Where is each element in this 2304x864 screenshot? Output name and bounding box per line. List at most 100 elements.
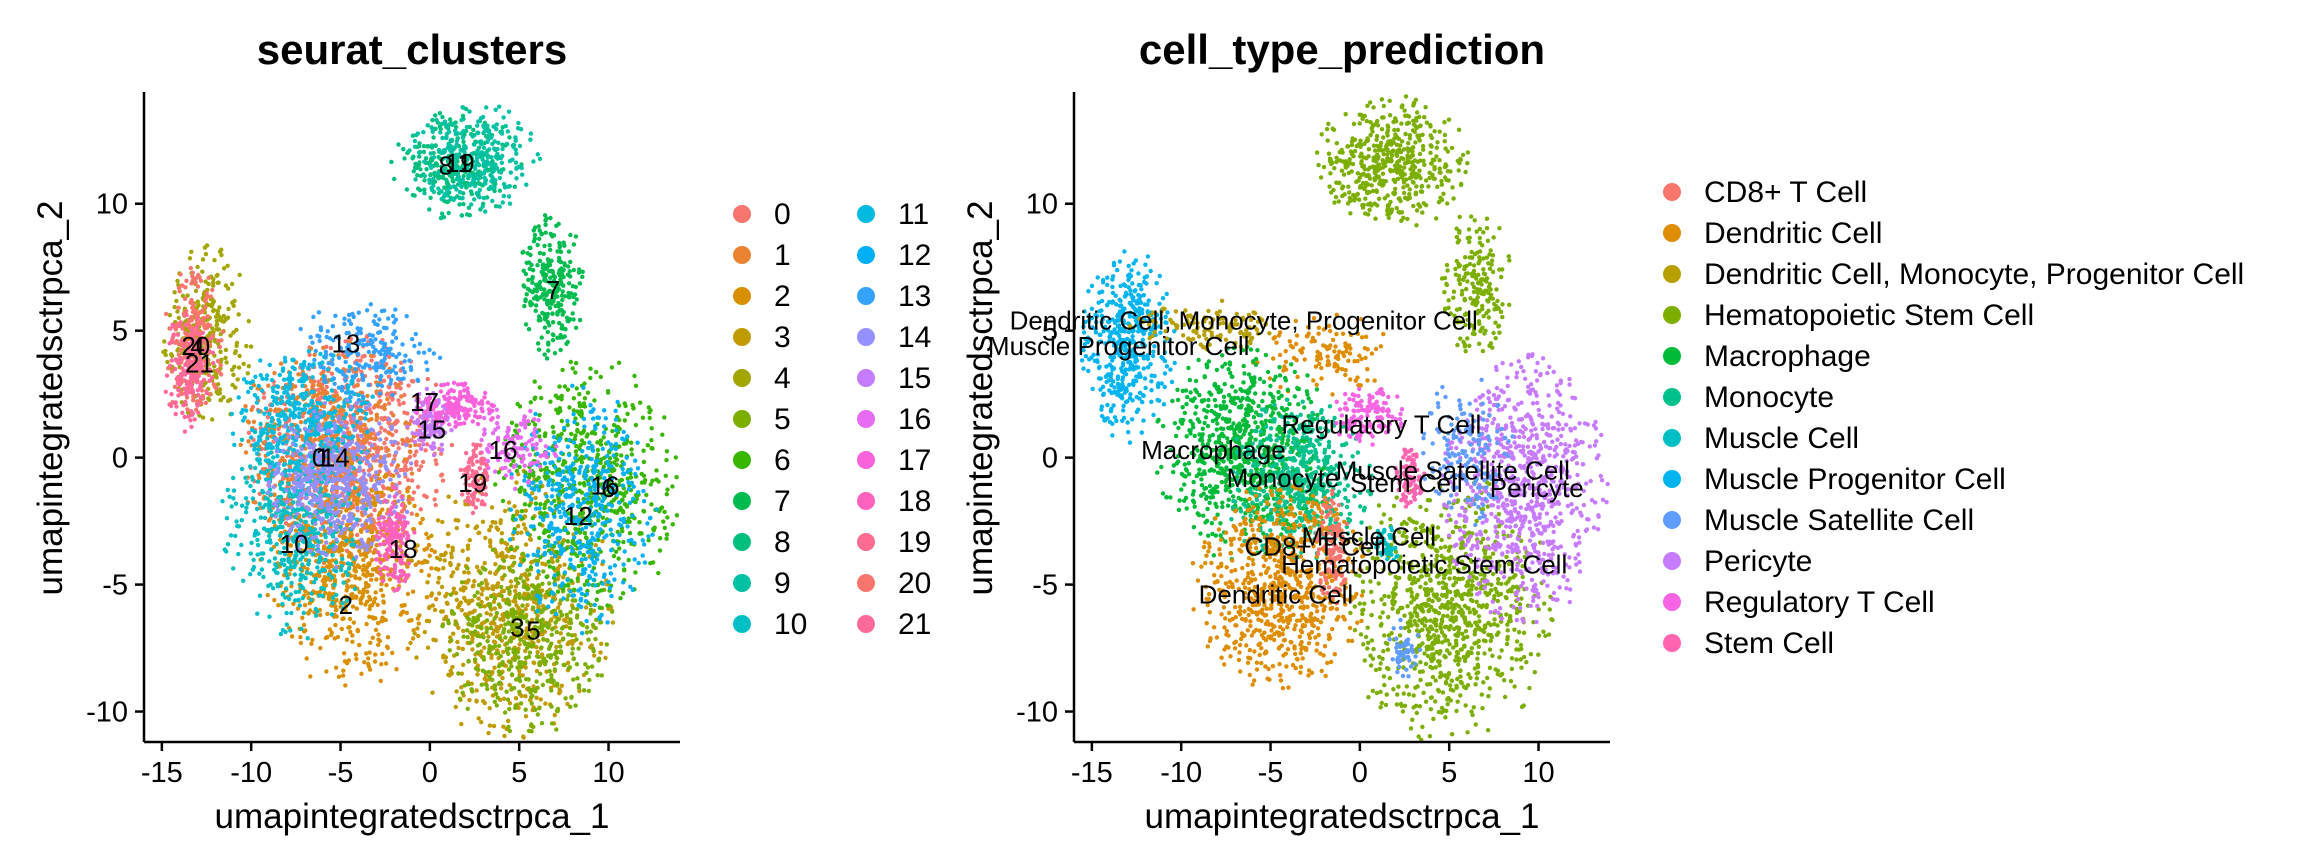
data-point (272, 370, 277, 376)
data-point (365, 393, 370, 399)
data-point (407, 148, 412, 153)
data-point (416, 150, 422, 155)
data-point (439, 211, 445, 216)
data-point (637, 520, 642, 525)
data-point (548, 399, 553, 404)
data-point (629, 447, 634, 452)
data-point (537, 522, 543, 527)
data-point (334, 490, 339, 495)
data-point (475, 590, 480, 595)
data-point (411, 169, 416, 174)
data-point (508, 660, 513, 665)
data-point (282, 458, 287, 464)
data-point (572, 587, 577, 592)
data-point (563, 327, 568, 332)
data-point (255, 537, 260, 543)
data-point (341, 668, 346, 673)
data-point (457, 190, 463, 195)
data-point (370, 635, 375, 640)
data-point (472, 579, 477, 584)
data-point (573, 370, 578, 375)
data-point (235, 523, 240, 529)
data-point (429, 591, 435, 596)
data-point (403, 463, 408, 469)
data-point (514, 545, 520, 550)
data-point (345, 585, 350, 590)
data-point (500, 498, 506, 504)
data-point (496, 681, 502, 686)
data-point (523, 542, 529, 547)
data-point (488, 604, 493, 610)
data-point (537, 236, 542, 241)
data-point (366, 537, 372, 542)
data-point (577, 401, 582, 406)
data-point (332, 582, 337, 588)
data-point (454, 525, 459, 531)
data-point (548, 247, 553, 252)
data-point (496, 669, 502, 674)
data-point (505, 141, 510, 147)
data-point (395, 463, 401, 468)
data-point (526, 475, 532, 480)
data-point (385, 635, 391, 640)
data-point (426, 605, 432, 611)
data-point (424, 494, 429, 500)
data-point (406, 618, 412, 623)
data-point (449, 555, 454, 560)
data-point (413, 177, 418, 182)
data-point (473, 666, 479, 671)
data-point (228, 397, 233, 402)
data-point (353, 652, 359, 657)
data-point (485, 586, 491, 591)
data-point (502, 710, 508, 715)
data-point (358, 601, 364, 606)
data-point (524, 182, 529, 187)
data-point (358, 358, 363, 363)
data-point (257, 571, 262, 576)
data-point (291, 384, 297, 389)
data-point (219, 252, 224, 258)
data-point (585, 390, 591, 395)
data-point (361, 572, 366, 577)
data-point (541, 251, 546, 256)
data-point (386, 401, 392, 406)
data-point (531, 473, 536, 478)
data-point (516, 120, 521, 126)
data-point (488, 544, 493, 549)
data-point (339, 626, 344, 632)
data-point (276, 407, 282, 412)
data-point (571, 677, 576, 682)
data-point (500, 612, 505, 617)
data-point (546, 260, 551, 265)
data-point (389, 159, 394, 165)
data-point (296, 372, 301, 377)
data-point (408, 443, 413, 449)
data-point (496, 566, 501, 572)
data-point (429, 547, 434, 553)
data-point (384, 582, 389, 588)
data-point (487, 528, 492, 533)
data-point (313, 590, 319, 595)
data-point (212, 258, 217, 263)
data-point (312, 379, 317, 384)
data-point (663, 473, 668, 478)
data-point (424, 595, 430, 600)
data-point (664, 532, 670, 537)
data-point (525, 568, 530, 573)
data-point (348, 629, 353, 635)
data-point (509, 420, 515, 425)
data-point (387, 577, 393, 582)
data-point (559, 431, 564, 437)
data-point (355, 498, 360, 503)
data-point (591, 648, 596, 654)
data-point (654, 468, 659, 473)
data-point (310, 637, 315, 643)
data-point (546, 342, 551, 347)
data-point (262, 526, 267, 531)
data-point (572, 466, 578, 472)
data-point (309, 641, 314, 646)
data-point (401, 609, 406, 614)
data-point (165, 359, 170, 365)
data-point (533, 308, 538, 313)
